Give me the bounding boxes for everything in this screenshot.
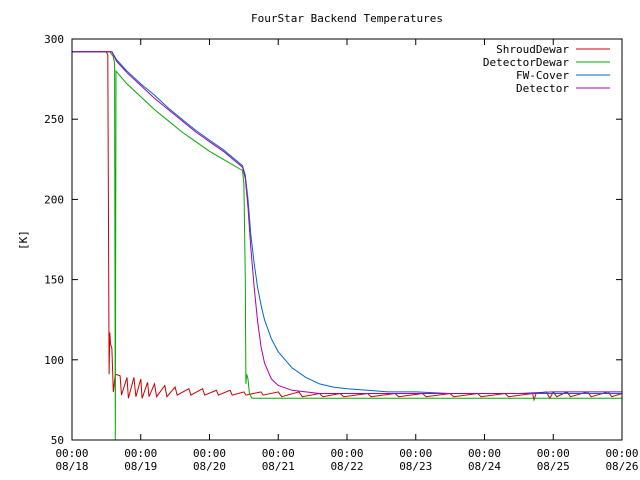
x-tick-time-label: 00:00 <box>399 447 432 460</box>
series-lines <box>72 51 623 441</box>
y-tick-label: 300 <box>44 33 64 46</box>
x-tick-time-label: 00:00 <box>124 447 157 460</box>
x-tick-time-label: 00:00 <box>193 447 226 460</box>
y-axis: 50 100 150 200 250 300 <box>44 33 622 447</box>
x-tick-date-label: 08/25 <box>537 460 570 473</box>
x-tick-date-label: 08/22 <box>330 460 363 473</box>
series-line-detector <box>72 51 622 394</box>
y-axis-label: [K] <box>17 230 30 250</box>
series-line-fw-cover <box>72 51 622 394</box>
x-tick-time-label: 00:00 <box>468 447 501 460</box>
x-tick-date-label: 08/26 <box>605 460 638 473</box>
x-tick-time-label: 00:00 <box>262 447 295 460</box>
x-axis: 00:0008/1800:0008/1900:0008/2000:0008/21… <box>55 39 639 473</box>
series-line-detectordewar <box>72 51 622 441</box>
y-tick-label: 100 <box>44 354 64 367</box>
x-tick-time-label: 00:00 <box>605 447 638 460</box>
legend-label: DetectorDewar <box>483 56 569 69</box>
chart-title: FourStar Backend Temperatures <box>251 12 443 25</box>
x-tick-date-label: 08/24 <box>468 460 501 473</box>
x-tick-date-label: 08/21 <box>262 460 295 473</box>
x-tick-date-label: 08/23 <box>399 460 432 473</box>
x-tick-date-label: 08/20 <box>193 460 226 473</box>
x-tick-date-label: 08/19 <box>124 460 157 473</box>
x-tick-time-label: 00:00 <box>55 447 88 460</box>
y-tick-label: 200 <box>44 193 64 206</box>
legend-label: ShroudDewar <box>496 43 569 56</box>
y-tick-label: 50 <box>51 434 64 447</box>
x-tick-date-label: 08/18 <box>55 460 88 473</box>
y-tick-label: 150 <box>44 274 64 287</box>
legend-label: FW-Cover <box>516 69 569 82</box>
plot-frame <box>71 38 623 441</box>
series-line-shrouddewar <box>72 51 623 402</box>
y-tick-label: 250 <box>44 113 64 126</box>
legend-label: Detector <box>516 82 569 95</box>
x-tick-time-label: 00:00 <box>330 447 363 460</box>
x-tick-time-label: 00:00 <box>537 447 570 460</box>
